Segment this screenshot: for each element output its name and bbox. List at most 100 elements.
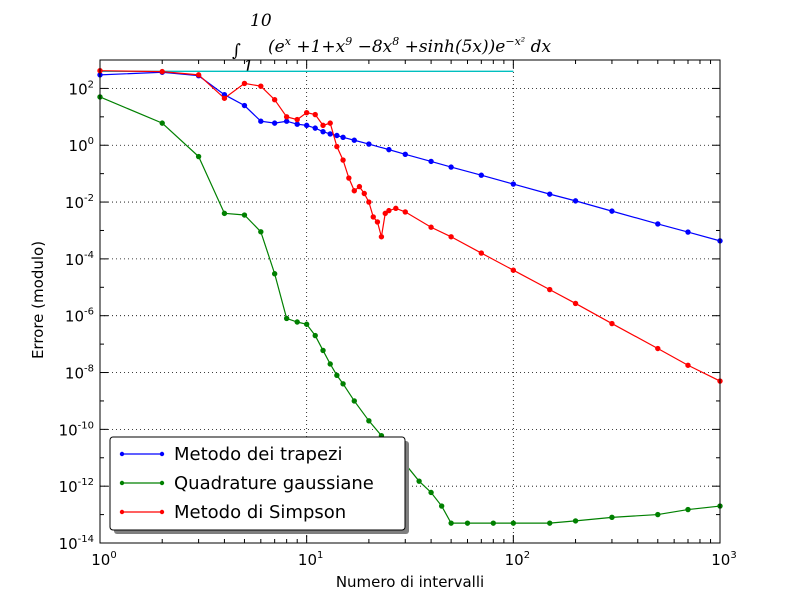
y-tick-label-exponent: -12 <box>78 477 94 488</box>
y-tick-label-base: 10 <box>59 478 78 496</box>
series-point <box>294 121 300 127</box>
series-point <box>294 319 300 325</box>
series-point <box>312 111 318 118</box>
series-point <box>572 300 579 307</box>
x-tick-label-base: 10 <box>505 551 524 569</box>
series-point <box>241 80 248 87</box>
title-exp-3: 8 <box>392 35 399 48</box>
series-point <box>271 271 278 277</box>
series-point <box>303 109 310 116</box>
series-lines <box>97 68 723 526</box>
y-tick-label-base: 10 <box>69 80 88 98</box>
y-tick-label-exponent: 2 <box>88 79 94 90</box>
legend-label: Quadrature gaussiane <box>174 473 374 494</box>
series-point <box>366 418 372 424</box>
series-point <box>195 72 202 78</box>
x-tick-label-exponent: 0 <box>110 550 116 561</box>
y-tick-label-base: 10 <box>65 365 84 383</box>
legend-marker <box>119 480 125 486</box>
series-point <box>448 520 454 526</box>
series-point <box>402 209 408 215</box>
y-tick-label-base: 10 <box>59 535 78 553</box>
series-point <box>312 332 318 339</box>
series-point <box>510 267 517 273</box>
title-part-2: +1+x <box>291 37 346 57</box>
series-point <box>572 518 579 524</box>
x-tick-label-exponent: 3 <box>730 550 736 561</box>
series-point <box>351 398 357 404</box>
axis-ticks: 100 101 102 10310-1410-1210-1010-810-610-41… <box>59 60 737 569</box>
series-point <box>271 120 278 126</box>
series-3 <box>97 68 723 384</box>
series-point <box>283 114 290 120</box>
series-point <box>312 125 318 131</box>
series-point <box>320 122 326 129</box>
series-point <box>340 134 346 141</box>
series-point <box>428 224 434 230</box>
series-line <box>99 71 721 242</box>
series-point <box>241 212 248 218</box>
series-point <box>327 361 333 367</box>
series-point <box>283 315 290 322</box>
series-point <box>655 345 661 352</box>
x-tick-label-exponent: 2 <box>524 550 530 561</box>
series-point <box>448 234 454 240</box>
series-point <box>258 118 264 124</box>
series-point <box>346 175 352 181</box>
series-point <box>195 153 202 160</box>
series-point <box>366 141 372 147</box>
y-tick-label-base: 10 <box>59 421 78 439</box>
title-exp-4: −x² <box>505 35 525 48</box>
series-point <box>386 207 392 214</box>
series-point <box>303 321 310 327</box>
series-point <box>478 250 485 256</box>
series-point <box>356 183 363 190</box>
title-expression: (ex +1+x9 −8x8 +sinh(5x))e−x² dx <box>268 35 551 57</box>
series-point <box>374 219 381 225</box>
y-tick-label: 100 <box>69 136 94 155</box>
chart-title: ∫ 10 1 (ex +1+x9 −8x8 +sinh(5x))e−x² dx <box>232 11 551 77</box>
y-tick-label-exponent: 0 <box>88 136 94 147</box>
series-point <box>327 131 333 137</box>
x-tick-label: 101 <box>298 550 323 569</box>
series-point <box>464 520 471 526</box>
y-tick-label-base: 10 <box>65 308 84 326</box>
series-point <box>334 143 340 150</box>
series-point <box>382 210 388 217</box>
series-point <box>448 164 454 170</box>
title-exp-2: 9 <box>345 35 352 48</box>
y-tick-label-base: 10 <box>65 194 84 212</box>
legend-marker <box>159 451 165 457</box>
y-tick-label: 10-12 <box>59 477 94 496</box>
series-point <box>340 157 346 163</box>
series-point <box>547 191 553 197</box>
series-point <box>294 116 300 123</box>
title-part-3: −8x <box>352 37 392 57</box>
series-point <box>393 205 399 212</box>
series-point <box>416 478 422 484</box>
series-point <box>361 190 367 197</box>
series-point <box>221 210 228 217</box>
x-tick-label-base: 10 <box>91 551 110 569</box>
series-point <box>283 118 290 124</box>
title-part-1: (e <box>268 37 285 57</box>
y-tick-label: 102 <box>69 79 94 98</box>
series-point <box>547 520 553 526</box>
y-tick-label: 10-2 <box>65 193 94 212</box>
legend: Metodo dei trapezi Quadrature gaussiane Me… <box>109 436 409 534</box>
series-point <box>320 128 326 135</box>
title-integral-sign: ∫ <box>232 41 241 61</box>
series-point <box>510 181 517 187</box>
legend-marker <box>119 509 125 515</box>
series-point <box>303 122 310 129</box>
legend-box <box>109 436 406 531</box>
series-point <box>351 137 357 143</box>
series-point <box>402 151 408 157</box>
y-tick-label-exponent: -10 <box>78 420 94 431</box>
y-tick-label-exponent: -4 <box>84 250 94 261</box>
series-point <box>366 199 372 205</box>
legend-marker <box>159 480 165 486</box>
plot-area-frame <box>99 59 721 544</box>
